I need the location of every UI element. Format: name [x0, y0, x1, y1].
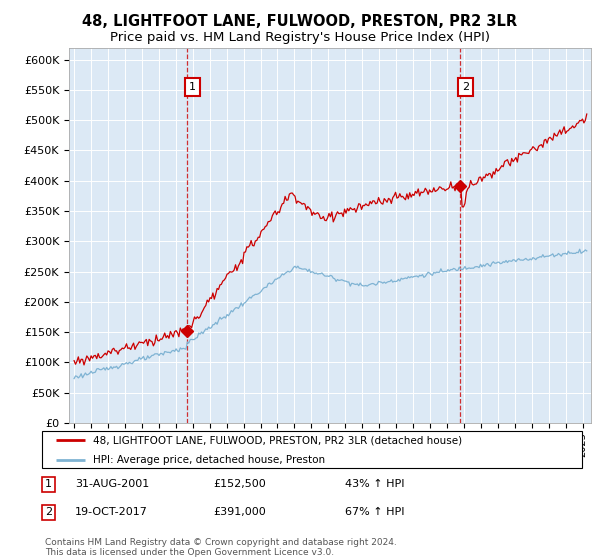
Text: Price paid vs. HM Land Registry's House Price Index (HPI): Price paid vs. HM Land Registry's House …: [110, 31, 490, 44]
Text: 19-OCT-2017: 19-OCT-2017: [75, 507, 148, 517]
Text: £152,500: £152,500: [213, 479, 266, 489]
Text: 1: 1: [45, 479, 52, 489]
Text: £391,000: £391,000: [213, 507, 266, 517]
Text: Contains HM Land Registry data © Crown copyright and database right 2024.
This d: Contains HM Land Registry data © Crown c…: [45, 538, 397, 557]
Text: 43% ↑ HPI: 43% ↑ HPI: [345, 479, 404, 489]
FancyBboxPatch shape: [42, 431, 582, 468]
Text: 1: 1: [189, 82, 196, 92]
Text: 2: 2: [462, 82, 469, 92]
Text: 48, LIGHTFOOT LANE, FULWOOD, PRESTON, PR2 3LR (detached house): 48, LIGHTFOOT LANE, FULWOOD, PRESTON, PR…: [94, 435, 463, 445]
Text: 2: 2: [45, 507, 52, 517]
Text: 67% ↑ HPI: 67% ↑ HPI: [345, 507, 404, 517]
Text: HPI: Average price, detached house, Preston: HPI: Average price, detached house, Pres…: [94, 455, 325, 465]
Text: 48, LIGHTFOOT LANE, FULWOOD, PRESTON, PR2 3LR: 48, LIGHTFOOT LANE, FULWOOD, PRESTON, PR…: [82, 14, 518, 29]
Text: 31-AUG-2001: 31-AUG-2001: [75, 479, 149, 489]
